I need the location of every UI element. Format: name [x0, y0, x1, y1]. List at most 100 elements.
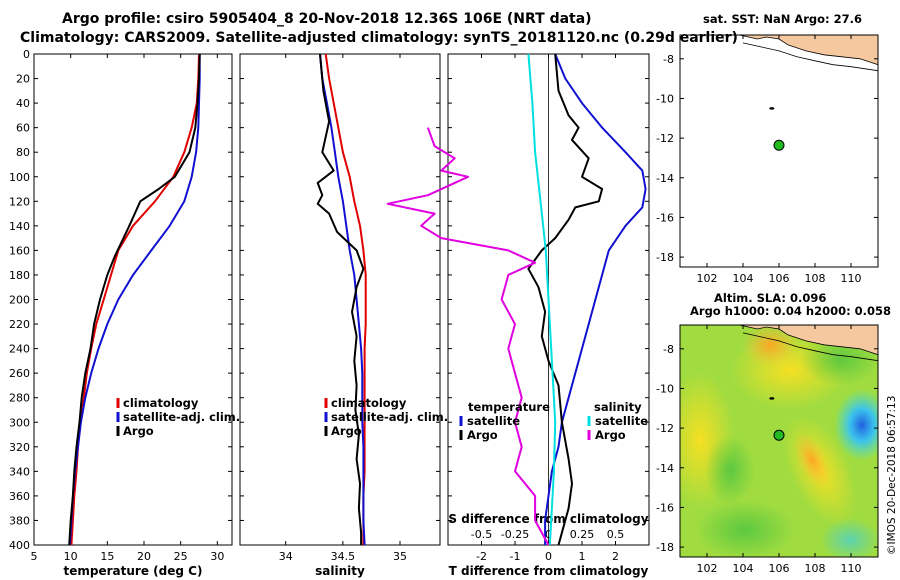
panel-frame [239, 53, 441, 546]
x-tick-label: -2 [476, 550, 487, 563]
y-tick-label: -8 [663, 343, 674, 356]
y-tick-label: 200 [9, 294, 30, 307]
legend-title-temperature: temperature [468, 400, 550, 414]
y-tick-label: 160 [9, 244, 30, 257]
top-x-tick-label: 0.5 [607, 528, 625, 541]
y-tick-label: -12 [656, 132, 674, 145]
y-tick-label: -12 [656, 422, 674, 435]
y-tick-label: 140 [9, 220, 30, 233]
top-x-tick-label: -0.25 [501, 528, 529, 541]
series-argo [68, 53, 201, 546]
x-tick-label: 110 [841, 272, 862, 285]
y-tick-label: -18 [656, 251, 674, 264]
y-tick-label: 280 [9, 392, 30, 405]
legend-label: Argo [595, 428, 626, 442]
map-frame [679, 34, 879, 268]
x-tick-label: 102 [697, 272, 718, 285]
y-tick-label: 60 [16, 122, 30, 135]
legend-label: Argo [123, 424, 154, 438]
panel-frame [33, 53, 233, 546]
x-axis-label: salinity [315, 564, 365, 578]
land [739, 325, 878, 356]
legend-label: climatology [331, 396, 407, 410]
panel-difference: -2 -1 0 1 2T difference from climatology -0.5… [386, 53, 650, 578]
x-tick-label: 110 [841, 562, 862, 575]
series-temperature-satellite [544, 53, 647, 545]
x-tick-label: 25 [174, 550, 188, 563]
sst-map-title: sat. SST: NaN Argo: 27.6 [703, 12, 862, 26]
x-tick-label: 104 [733, 562, 754, 575]
x-tick-label: 1 [579, 550, 586, 563]
y-tick-label: 180 [9, 269, 30, 282]
series-satellite-adj-clim- [319, 53, 366, 546]
y-tick-label: -16 [656, 211, 674, 224]
y-tick-label: 20 [16, 73, 30, 86]
y-tick-label: 320 [9, 441, 30, 454]
sla-line-2: Argo h1000: 0.04 h2000: 0.058 [690, 304, 891, 318]
float-position-marker [773, 429, 785, 441]
series-climatology [70, 53, 200, 546]
sla-map-field [680, 325, 878, 557]
watermark: ©IMOS 20-Dec-2018 06:57:13 [886, 396, 898, 555]
x-tick-label: 5 [31, 550, 38, 563]
y-tick-label: 0 [23, 48, 30, 61]
x-tick-label: -1 [510, 550, 521, 563]
x-tick-label: 2 [612, 550, 619, 563]
series-salinity-satellite [527, 53, 557, 546]
y-tick-label: -10 [656, 382, 674, 395]
float-position-marker [773, 139, 785, 151]
y-tick-label: -8 [663, 53, 674, 66]
island [769, 397, 775, 400]
legend-label: satellite-adj. clim. [123, 410, 240, 424]
y-tick-label: 340 [9, 465, 30, 478]
y-tick-label: 260 [9, 367, 30, 380]
top-x-tick-label: 0 [545, 528, 552, 541]
land [739, 35, 878, 66]
x-axis-label: temperature (deg C) [64, 564, 203, 578]
top-x-tick-label: -0.5 [471, 528, 492, 541]
x-tick-label: 15 [100, 550, 114, 563]
x-tick-label: 108 [805, 272, 826, 285]
x-tick-label: 30 [210, 550, 224, 563]
legend-label: satellite [467, 414, 520, 428]
title-line-1: Argo profile: csiro 5905404_8 20-Nov-201… [62, 11, 592, 27]
y-tick-label: 80 [16, 146, 30, 159]
y-tick-label: 120 [9, 195, 30, 208]
y-tick-label: -14 [656, 172, 674, 185]
x-tick-label: 106 [769, 562, 790, 575]
x-tick-label: 35 [393, 550, 407, 563]
legend-label: Argo [467, 428, 498, 442]
map-sst-map: 102 104 106 108 110 -8 -10 -12 -14 -16 -18 [656, 34, 879, 285]
series-climatology [324, 53, 367, 545]
legend-label: climatology [123, 396, 199, 410]
panel-salinity: 34 34.5 35 salinity climatologysatellite-adj… [239, 53, 448, 578]
top-x-tick-label: 0.25 [570, 528, 595, 541]
y-tick-label: 380 [9, 514, 30, 527]
y-tick-label: -16 [656, 501, 674, 514]
island [769, 107, 775, 110]
y-tick-label: 100 [9, 171, 30, 184]
x-tick-label: 10 [64, 550, 78, 563]
legend-title-salinity: salinity [594, 400, 642, 414]
series-argo [316, 53, 365, 545]
depth-contour [742, 332, 879, 362]
series-temperature-argo [527, 53, 604, 546]
x-tick-label: 20 [137, 550, 151, 563]
y-tick-label: 240 [9, 343, 30, 356]
y-tick-label: -18 [656, 541, 674, 554]
top-x-axis-label: S difference from climatology [448, 512, 648, 526]
legend-label: satellite [595, 414, 648, 428]
legend-label: Argo [331, 424, 362, 438]
x-tick-label: 102 [697, 562, 718, 575]
depth-contour [742, 42, 879, 72]
title-line-2: Climatology: CARS2009. Satellite-adjuste… [20, 30, 738, 46]
x-tick-label: 0 [545, 550, 552, 563]
series-salinity-argo [386, 127, 550, 546]
y-tick-label: 40 [16, 97, 30, 110]
y-tick-label: 300 [9, 416, 30, 429]
x-axis-label: T difference from climatology [449, 564, 649, 578]
x-tick-label: 34.5 [331, 550, 356, 563]
x-tick-label: 104 [733, 272, 754, 285]
sla-line-1: Altim. SLA: 0.096 [714, 291, 826, 305]
